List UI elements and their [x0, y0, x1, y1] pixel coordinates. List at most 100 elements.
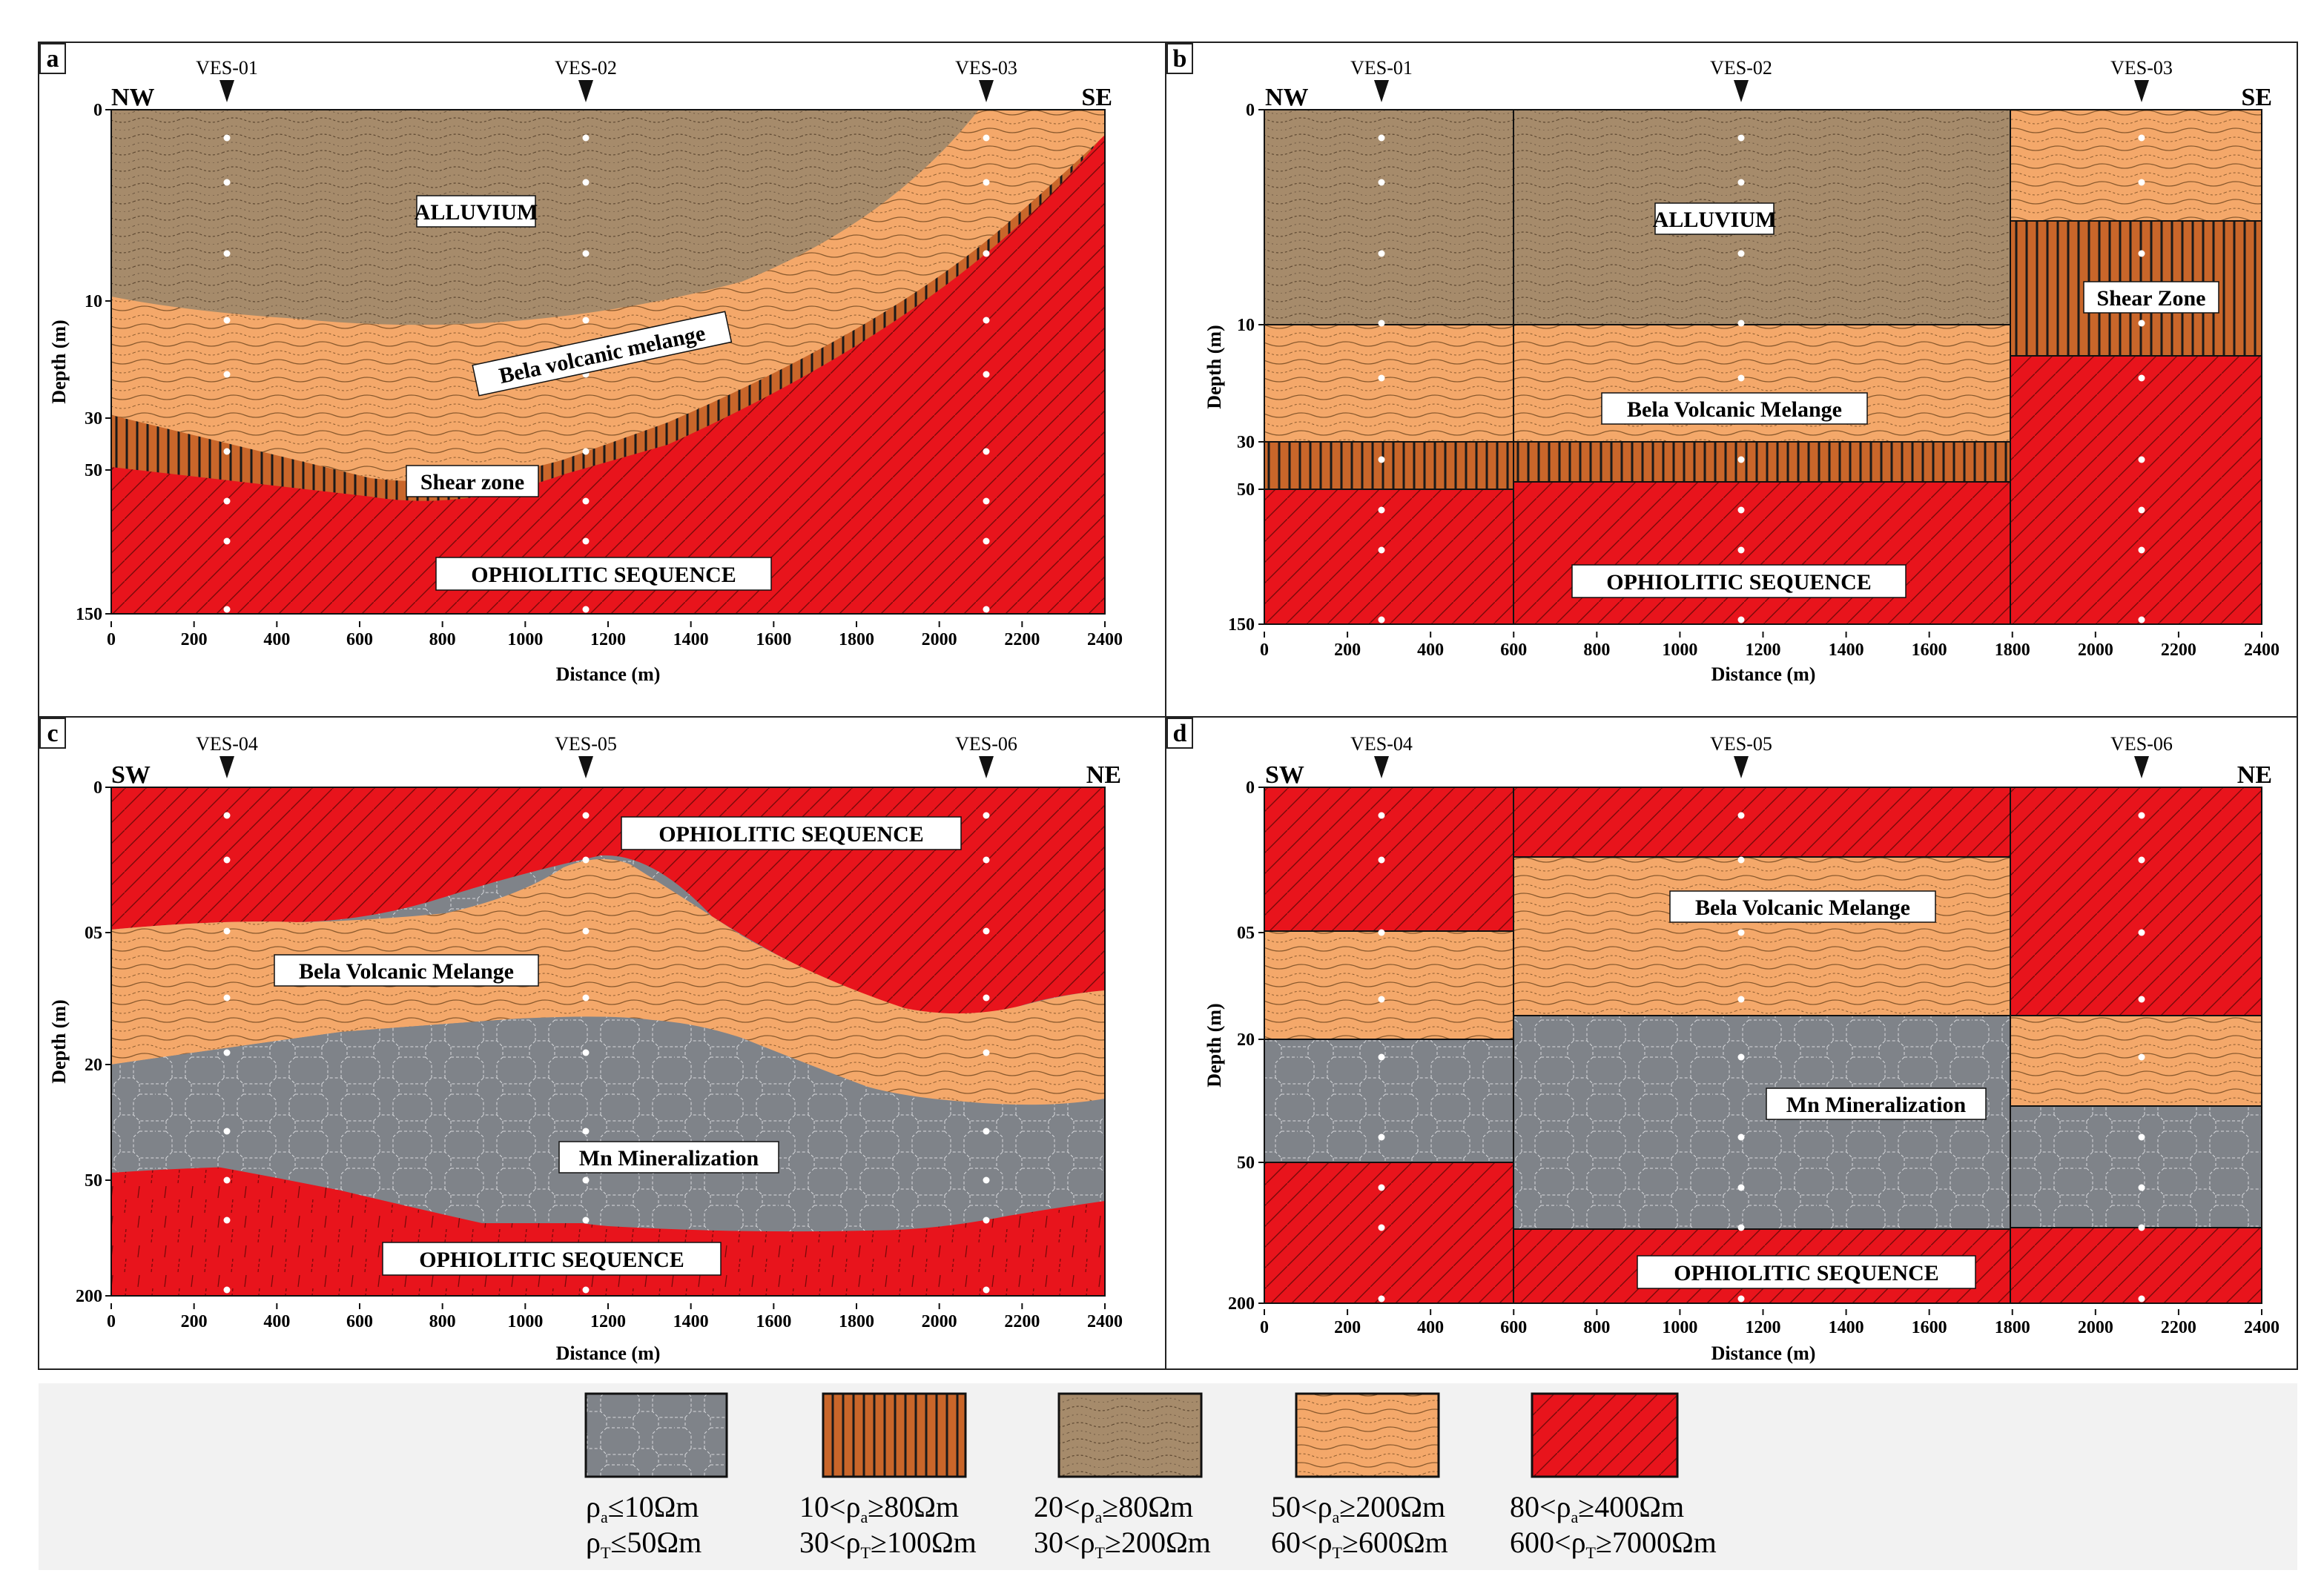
panel-b-letter: b — [1173, 45, 1187, 73]
y-tick: 150 — [1228, 615, 1255, 635]
label-ophiolitic: OPHIOLITIC SEQUENCE — [1606, 570, 1872, 595]
x-axis-label: Distance (m) — [1711, 663, 1816, 685]
ves-marker-icon — [219, 80, 234, 102]
y-tick: 30 — [85, 409, 102, 428]
legend-swatch-shear — [822, 1392, 967, 1478]
ves-label: VES-06 — [2110, 733, 2173, 755]
panel-a-y-tick-marks — [105, 109, 111, 615]
x-tick: 800 — [429, 1312, 456, 1331]
y-tick: 10 — [85, 292, 102, 311]
x-tick: 1400 — [1829, 640, 1864, 660]
ves-marker-icon — [979, 756, 994, 778]
x-tick: 2400 — [2244, 640, 2280, 660]
legend-line2: 600<ρT≥7000Ωm — [1510, 1526, 1717, 1562]
ves-label: VES-03 — [955, 57, 1017, 79]
panel-a-ves-markers: VES-01 VES-02 VES-03 — [196, 57, 1017, 102]
direction-right: NE — [2237, 761, 2272, 789]
panel-d-ves-dots — [1378, 812, 2145, 1302]
panel-c-ves-dots — [223, 812, 990, 1294]
panel-d-melange-2 — [1513, 857, 2010, 1016]
panel-b-plot — [1264, 109, 2262, 625]
direction-right: SE — [2241, 84, 2272, 111]
ves-label: VES-02 — [555, 57, 617, 79]
x-tick: 400 — [1417, 640, 1444, 660]
ves-marker-icon — [219, 756, 234, 778]
panel-b-label-alluvium: ALLUVIUM — [1653, 202, 1776, 235]
legend-item-ophiolitic: 80<ρa≥400Ωm 600<ρT≥7000Ωm — [1510, 1392, 1717, 1562]
panel-b-alluvium-1 — [1264, 110, 1513, 325]
panel-b-label-shear: Shear Zone — [2083, 281, 2219, 314]
label-shear: Shear zone — [420, 470, 524, 494]
legend-line2: 30<ρT≥200Ωm — [1034, 1526, 1211, 1562]
legend-line1: 50<ρa≥200Ωm — [1271, 1490, 1445, 1526]
panel-b-label-melange: Bela Volcanic Melange — [1601, 392, 1868, 425]
y-tick: 05 — [85, 924, 102, 943]
panel-d-melange-1 — [1264, 931, 1513, 1039]
direction-left: SW — [111, 761, 151, 789]
ves-label: VES-05 — [555, 733, 617, 755]
y-axis-label: Depth (m) — [1204, 325, 1225, 408]
label-shear: Shear Zone — [2097, 286, 2206, 311]
panel-d-y-tick-marks — [1258, 787, 1264, 1304]
y-tick: 200 — [76, 1287, 102, 1306]
label-ophiolitic: OPHIOLITIC SEQUENCE — [1674, 1261, 1939, 1285]
y-tick: 0 — [1246, 778, 1255, 798]
x-tick: 0 — [107, 1312, 116, 1331]
panel-b-shear-2 — [1513, 442, 2010, 482]
x-tick: 2200 — [2161, 640, 2196, 660]
direction-left: SW — [1265, 761, 1304, 789]
y-axis-label: Depth (m) — [48, 999, 70, 1083]
legend: ρa≤10Ωm ρT≤50Ωm 10<ρa≥80Ωm 30<ρT≥100Ωm 2… — [39, 1383, 2297, 1570]
legend-line2: ρT≤50Ωm — [586, 1526, 702, 1562]
x-tick: 200 — [181, 630, 208, 649]
panel-d-mn-3 — [2010, 1106, 2262, 1228]
panel-c-y-ticks: 0 05 20 50 200 — [76, 778, 102, 1306]
panel-d-label-ophiolitic: OPHIOLITIC SEQUENCE — [1637, 1255, 1976, 1289]
panel-a-alluvium-layer — [111, 110, 979, 325]
x-tick: 0 — [1260, 640, 1269, 660]
x-tick: 2200 — [1004, 630, 1040, 649]
panel-c-mn-overlay — [111, 1016, 1105, 1232]
y-axis-label: Depth (m) — [1204, 1003, 1225, 1087]
legend-line1: 20<ρa≥80Ωm — [1034, 1490, 1193, 1526]
x-tick: 1600 — [756, 630, 791, 649]
panel-a-x-ticks: 0 200 400 600 800 1000 1200 1400 1600 1800 2000 220… — [107, 621, 1123, 649]
legend-item-melange: 50<ρa≥200Ωm 60<ρT≥600Ωm — [1271, 1392, 1448, 1562]
y-axis-label: Depth (m) — [48, 320, 70, 403]
y-tick: 0 — [93, 101, 102, 120]
x-tick: 200 — [181, 1312, 208, 1331]
x-tick: 400 — [263, 1312, 290, 1331]
x-tick: 600 — [1500, 1318, 1527, 1337]
x-tick: 2200 — [1004, 1312, 1040, 1331]
y-tick: 50 — [85, 1171, 102, 1191]
legend-line1: ρa≤10Ωm — [586, 1490, 699, 1526]
label-ophiolitic-bottom: OPHIOLITIC SEQUENCE — [419, 1248, 684, 1272]
x-tick: 2400 — [1087, 630, 1123, 649]
panel-c-plot — [110, 787, 1106, 1297]
x-tick: 2200 — [2161, 1318, 2196, 1337]
panel-d-y-ticks: 0 05 20 50 200 — [1228, 778, 1255, 1314]
panel-a-plot — [110, 109, 1106, 615]
panel-b-ves-markers: VES-01 VES-02 VES-03 — [1350, 57, 2173, 102]
x-tick: 2000 — [2078, 1318, 2113, 1337]
x-tick: 1000 — [507, 630, 543, 649]
x-axis-label: Distance (m) — [556, 663, 661, 685]
y-tick: 30 — [1237, 433, 1255, 452]
x-tick: 800 — [429, 630, 456, 649]
ves-label: VES-04 — [1350, 733, 1413, 755]
x-axis-label: Distance (m) — [1711, 1343, 1816, 1364]
ves-marker-icon — [1374, 756, 1389, 778]
panel-b-label-ophiolitic: OPHIOLITIC SEQUENCE — [1571, 564, 1907, 598]
panel-b-letter-box: b — [1166, 43, 1193, 74]
y-tick: 50 — [1237, 480, 1255, 500]
x-tick: 1200 — [590, 630, 626, 649]
y-tick: 200 — [1228, 1294, 1255, 1314]
direction-left: NW — [1265, 84, 1309, 111]
panel-b-melange-3 — [2010, 110, 2262, 221]
panel-c-label-ophiolitic-bottom: OPHIOLITIC SEQUENCE — [382, 1242, 722, 1276]
panel-d: VES-04 VES-05 VES-06 SW NE 0 05 20 50 20… — [1204, 733, 2280, 1364]
y-tick: 50 — [1237, 1153, 1255, 1173]
panel-c: VES-04 VES-05 VES-06 SW NE 0 05 20 50 20… — [48, 733, 1123, 1364]
x-tick: 1600 — [1912, 1318, 1947, 1337]
x-tick: 0 — [1260, 1318, 1269, 1337]
